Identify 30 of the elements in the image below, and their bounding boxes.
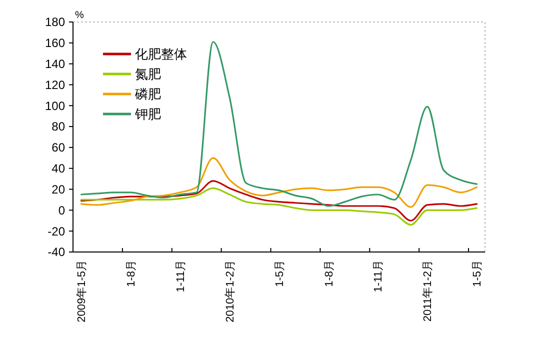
line-series (80, 180, 478, 222)
y-tick-label: -40 (48, 245, 66, 260)
y-tick-label: 180 (44, 15, 66, 30)
x-tick-label: 2011年1-2月 (422, 260, 434, 322)
x-tick-label: 2010年1-2月 (224, 260, 236, 322)
x-tick-label: 1-11月 (174, 260, 187, 292)
x-tick-label: 2009年1-5月 (76, 260, 88, 322)
legend-label: 氮肥 (135, 66, 161, 82)
x-tick-label: 1-8月 (323, 260, 336, 287)
y-tick-label: 80 (52, 120, 66, 134)
y-tick-label: 60 (52, 140, 66, 155)
y-tick-label: 20 (52, 182, 66, 196)
x-tick-label: 1-11月 (372, 260, 385, 292)
y-tick-label: 120 (44, 78, 66, 92)
legend-label: 钾肥 (134, 106, 161, 122)
y-tick-label: 100 (44, 98, 66, 113)
y-tick-label: 0 (58, 203, 66, 218)
line-series (80, 157, 478, 208)
y-tick-label: 40 (52, 162, 66, 176)
x-tick-label: 1-5月 (472, 260, 484, 287)
legend-label: 化肥整体 (135, 46, 187, 62)
line-series (80, 187, 478, 226)
legend-label: 磷肥 (134, 86, 161, 102)
line-series (80, 41, 478, 207)
y-tick-label: -20 (48, 224, 66, 238)
y-tick-label: 140 (44, 57, 66, 72)
y-tick-label: 160 (44, 36, 66, 50)
y-axis-title: % (75, 10, 84, 21)
x-tick-label: 1-8月 (126, 260, 138, 287)
x-tick-label: 1-5月 (274, 260, 286, 287)
